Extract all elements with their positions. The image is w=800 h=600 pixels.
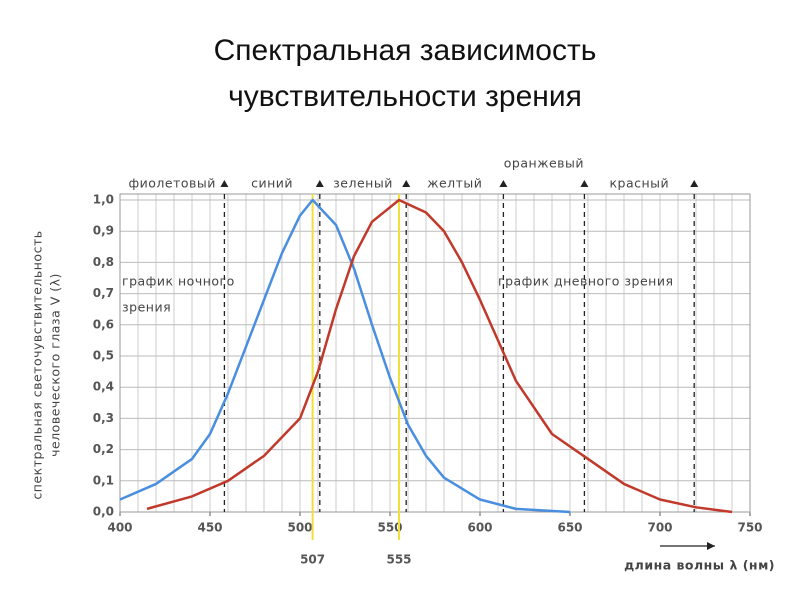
band-label: желтый xyxy=(427,176,482,191)
marker-label: 507 xyxy=(300,553,325,567)
y-tick-label: 0,3 xyxy=(93,411,114,425)
x-tick-label: 400 xyxy=(107,521,132,535)
curve xyxy=(146,198,733,514)
arrow-head xyxy=(707,542,715,550)
x-tick-label: 650 xyxy=(557,521,582,535)
band-triangle xyxy=(402,180,411,187)
x-tick-label: 600 xyxy=(467,521,492,535)
band-label: оранжевый xyxy=(504,156,584,171)
y-axis-label: человеческого глаза V (λ) xyxy=(48,273,63,457)
y-axis-label: спектральная светочувствительность xyxy=(30,230,45,499)
x-tick-label: 500 xyxy=(287,521,312,535)
marker-label: 555 xyxy=(386,553,411,567)
band-triangle xyxy=(499,180,508,187)
curve xyxy=(119,198,571,514)
x-tick-label: 700 xyxy=(647,521,672,535)
band-triangle xyxy=(220,180,229,187)
y-tick-label: 1,0 xyxy=(93,193,114,207)
band-label: красный xyxy=(609,176,669,191)
y-tick-label: 0,4 xyxy=(93,380,114,394)
chart-title: чувствительности зрения xyxy=(228,80,582,113)
x-axis-label: длина волны λ (нм) xyxy=(624,558,775,573)
annotation: график ночного xyxy=(122,274,235,289)
plot-frame xyxy=(119,193,751,513)
band-triangle xyxy=(690,180,699,187)
y-tick-label: 0,8 xyxy=(93,255,114,269)
band-triangle xyxy=(580,180,589,187)
x-tick-label: 450 xyxy=(197,521,222,535)
y-tick-label: 0,9 xyxy=(93,224,114,238)
y-tick-label: 0,1 xyxy=(93,473,114,487)
y-tick-label: 0,7 xyxy=(93,286,114,300)
x-tick-label: 550 xyxy=(377,521,402,535)
y-tick-label: 0,6 xyxy=(93,317,114,331)
annotation: зрения xyxy=(122,300,171,315)
y-tick-label: 0,0 xyxy=(93,505,114,519)
band-triangle xyxy=(315,180,324,187)
band-label: фиолетовый xyxy=(128,176,215,191)
y-tick-label: 0,2 xyxy=(93,442,114,456)
chart-title: Спектральная зависимость xyxy=(214,34,597,67)
annotation: график дневного зрения xyxy=(498,274,673,289)
band-label: синий xyxy=(251,176,293,191)
x-tick-label: 750 xyxy=(737,521,762,535)
band-label: зеленый xyxy=(333,176,393,191)
y-tick-label: 0,5 xyxy=(93,349,114,363)
